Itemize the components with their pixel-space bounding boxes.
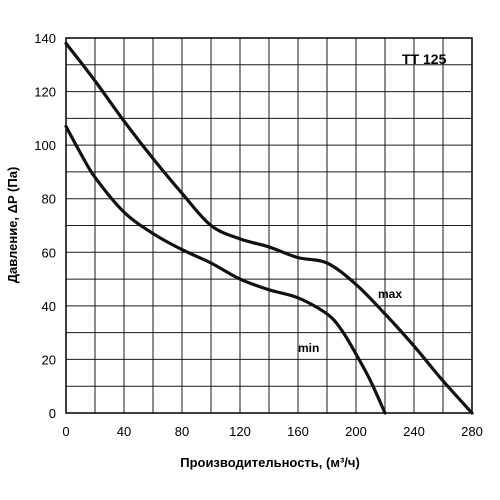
y-tick-label: 100 <box>34 138 56 153</box>
y-tick-label: 60 <box>42 245 56 260</box>
chart-title: TT 125 <box>402 51 447 67</box>
curves <box>64 41 474 415</box>
x-tick-label: 240 <box>403 424 425 439</box>
x-tick-label: 200 <box>345 424 367 439</box>
y-tick-label: 80 <box>42 192 56 207</box>
y-tick-label: 120 <box>34 85 56 100</box>
x-tick-label: 80 <box>175 424 189 439</box>
series-label-max: max <box>378 287 402 301</box>
series-line-min <box>64 124 387 415</box>
grid <box>66 38 472 413</box>
x-tick-labels: 0 40 80 120 160 200 240 280 <box>62 424 482 439</box>
y-tick-label: 0 <box>49 406 56 421</box>
x-tick-label: 120 <box>229 424 251 439</box>
x-tick-label: 280 <box>461 424 483 439</box>
y-tick-labels: 0 20 40 60 80 100 120 140 <box>34 31 56 421</box>
y-tick-label: 40 <box>42 299 56 314</box>
x-tick-label: 40 <box>117 424 131 439</box>
y-tick-label: 140 <box>34 31 56 46</box>
y-tick-label: 20 <box>42 352 56 367</box>
series-line-max <box>64 41 474 415</box>
x-tick-label: 160 <box>287 424 309 439</box>
x-axis-label: Производительность, (м³/ч) <box>180 455 360 470</box>
y-axis-label: Давление, ΔP (Па) <box>5 167 20 284</box>
x-tick-label: 0 <box>62 424 69 439</box>
series-label-min: min <box>298 341 319 355</box>
plot-frame <box>65 37 473 414</box>
